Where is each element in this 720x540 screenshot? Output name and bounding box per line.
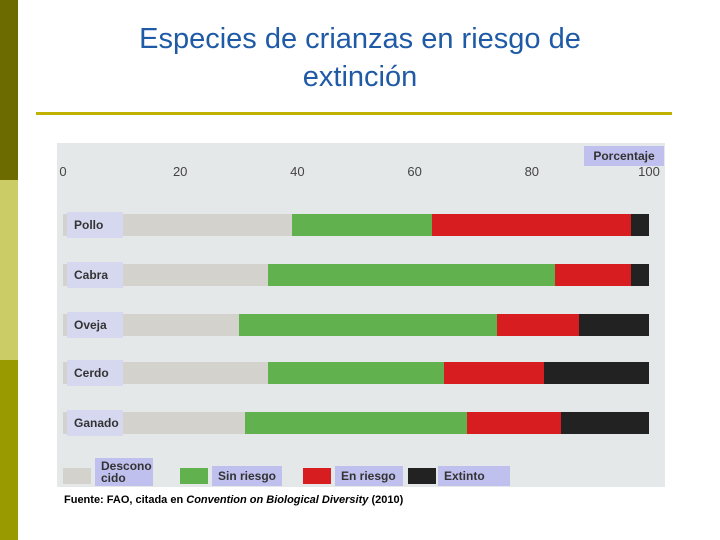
bar-segment-pollo-sin-riesgo (291, 214, 433, 236)
row-label-ganado: Ganado (67, 410, 123, 436)
legend-swatch-desconocido (63, 468, 91, 484)
legend-label-en-riesgo: En riesgo (335, 466, 403, 486)
bar-segment-ganado-sin-riesgo (244, 412, 468, 434)
bar-segment-oveja-extinto (578, 314, 649, 336)
legend-swatch-en-riesgo (303, 468, 331, 484)
side-band-middle (0, 180, 18, 360)
bar-segment-oveja-sin-riesgo (238, 314, 497, 336)
bar-segment-cabra-sin-riesgo (268, 264, 556, 286)
row-label-oveja: Oveja (67, 312, 123, 338)
title-line-2: extinción (302, 61, 418, 93)
x-tick-label: 80 (524, 164, 540, 179)
legend-label-extinto: Extinto (438, 466, 510, 486)
side-band-bottom (0, 360, 18, 540)
bar-segment-ganado-extinto (561, 412, 649, 434)
legend-label-desconocido-line1: Descono (101, 459, 152, 473)
slide-title: Especies de crianzas en riesgo de extinc… (40, 20, 680, 96)
legend-label-desconocido-line2: cido (101, 471, 126, 485)
source-suffix: (2010) (368, 494, 404, 506)
bar-segment-ganado-en-riesgo (467, 412, 562, 434)
legend-label-sin-riesgo: Sin riesgo (212, 466, 282, 486)
source-italic: Convention on Biological Diversity (186, 494, 369, 506)
axis-title-percentage: Porcentaje (584, 146, 664, 166)
row-label-cerdo: Cerdo (67, 360, 123, 386)
title-underline (36, 112, 672, 115)
bar-segment-cerdo-extinto (543, 362, 649, 384)
x-tick-label: 100 (638, 164, 660, 179)
bar-segment-oveja-en-riesgo (496, 314, 579, 336)
row-label-pollo: Pollo (67, 212, 123, 238)
title-line-1: Especies de crianzas en riesgo de (139, 23, 581, 55)
x-tick-label: 60 (407, 164, 422, 179)
x-tick-label: 0 (59, 164, 67, 179)
side-band-top (0, 0, 18, 180)
bar-segment-cerdo-sin-riesgo (268, 362, 444, 384)
source-prefix: Fuente: FAO, citada en (64, 494, 187, 506)
x-tick-label: 40 (290, 164, 305, 179)
bar-segment-cabra-extinto (631, 264, 649, 286)
bar-segment-cabra-en-riesgo (555, 264, 632, 286)
x-tick-label: 20 (172, 164, 188, 179)
bar-segment-cerdo-en-riesgo (443, 362, 544, 384)
row-label-cabra: Cabra (67, 262, 123, 288)
legend-label-desconocido: Descono cido (95, 458, 153, 486)
source-note: Fuente: FAO, citada en Convention on Bio… (64, 494, 403, 506)
bar-segment-pollo-en-riesgo (432, 214, 632, 236)
legend-swatch-sin-riesgo (180, 468, 208, 484)
legend-swatch-extinto (408, 468, 436, 484)
bar-segment-pollo-extinto (631, 214, 649, 236)
